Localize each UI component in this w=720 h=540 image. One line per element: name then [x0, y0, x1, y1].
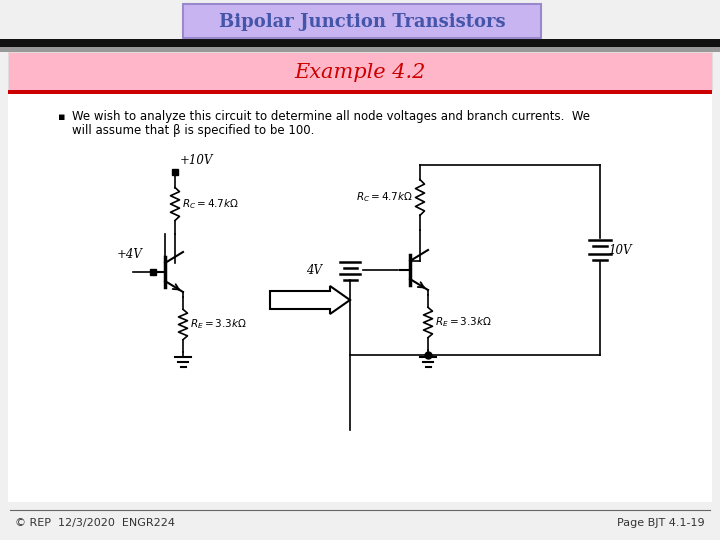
Bar: [0, 47, 720, 52]
Text: Example 4.2: Example 4.2: [294, 63, 426, 82]
Bar: [8, 90, 712, 94]
Text: $R_C = 4.7k\Omega$: $R_C = 4.7k\Omega$: [182, 197, 238, 211]
Text: $R_C = 4.7k\Omega$: $R_C = 4.7k\Omega$: [356, 191, 413, 205]
Text: $R_E = 3.3k\Omega$: $R_E = 3.3k\Omega$: [435, 315, 492, 329]
FancyArrow shape: [270, 286, 350, 314]
Text: 10V: 10V: [608, 244, 631, 256]
Text: 4V: 4V: [306, 264, 322, 276]
Bar: [0, 39, 720, 47]
Text: $R_E = 3.3k\Omega$: $R_E = 3.3k\Omega$: [190, 318, 247, 332]
Text: We wish to analyze this circuit to determine all node voltages and branch curren: We wish to analyze this circuit to deter…: [72, 110, 590, 123]
FancyBboxPatch shape: [183, 4, 541, 38]
Text: ▪: ▪: [58, 112, 66, 122]
Bar: [8, 94, 712, 502]
FancyBboxPatch shape: [8, 52, 712, 90]
Text: +10V: +10V: [180, 153, 213, 166]
Text: Page BJT 4.1-19: Page BJT 4.1-19: [617, 518, 705, 528]
Text: © REP  12/3/2020  ENGR224: © REP 12/3/2020 ENGR224: [15, 518, 175, 528]
Text: +4V: +4V: [117, 247, 143, 260]
Text: Bipolar Junction Transistors: Bipolar Junction Transistors: [219, 13, 505, 31]
Text: will assume that β is specified to be 100.: will assume that β is specified to be 10…: [72, 124, 315, 137]
